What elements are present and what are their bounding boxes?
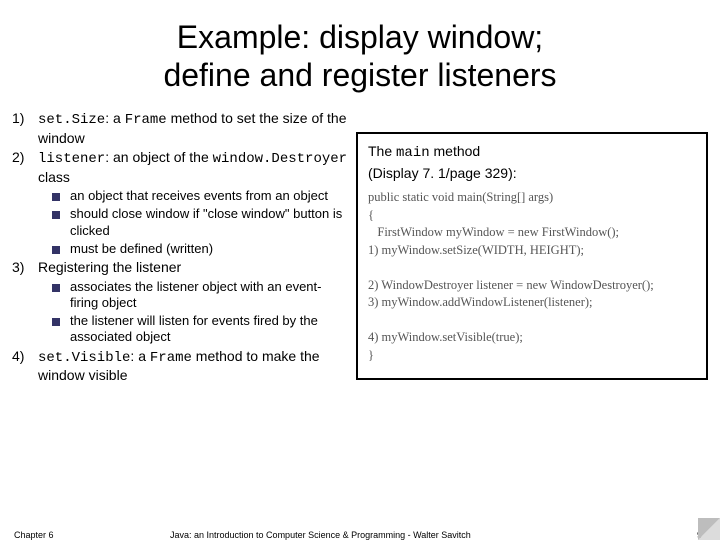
sub-item-text: associates the listener object with an e…	[70, 279, 348, 312]
bullet-icon	[52, 193, 60, 201]
sub-item-text: an object that receives events from an o…	[70, 188, 348, 204]
num-3: 3)	[12, 259, 38, 277]
bullet-icon	[52, 318, 60, 326]
num-2: 2)	[12, 149, 38, 186]
sub-item-text: should close window if "close window" bu…	[70, 206, 348, 239]
sub-item: an object that receives events from an o…	[52, 188, 348, 204]
sublist-2: an object that receives events from an o…	[52, 188, 348, 257]
num-4: 4)	[12, 348, 38, 385]
list-item-1: 1) set.Size: a Frame method to set the s…	[12, 110, 348, 147]
text-4: set.Visible: a Frame method to make the …	[38, 348, 348, 385]
sub-item: the listener will listen for events fire…	[52, 313, 348, 346]
code-box-header: The main method(Display 7. 1/page 329):	[368, 142, 696, 183]
list-item-2: 2) listener: an object of the window.Des…	[12, 149, 348, 186]
num-1: 1)	[12, 110, 38, 147]
text-1: set.Size: a Frame method to set the size…	[38, 110, 348, 147]
left-column: 1) set.Size: a Frame method to set the s…	[12, 110, 348, 387]
sublist-3: associates the listener object with an e…	[52, 279, 348, 346]
bullet-icon	[52, 284, 60, 292]
text-2: listener: an object of the window.Destro…	[38, 149, 348, 186]
sub-item: must be defined (written)	[52, 241, 348, 257]
bullet-icon	[52, 211, 60, 219]
title-line2: define and register listeners	[163, 57, 556, 93]
list-item-3: 3) Registering the listener	[12, 259, 348, 277]
list-item-4: 4) set.Visible: a Frame method to make t…	[12, 348, 348, 385]
content-area: 1) set.Size: a Frame method to set the s…	[12, 110, 708, 510]
code-box: The main method(Display 7. 1/page 329): …	[356, 132, 708, 380]
sub-item: associates the listener object with an e…	[52, 279, 348, 312]
footer-chapter: Chapter 6	[14, 530, 54, 540]
text-3: Registering the listener	[38, 259, 348, 277]
sub-item: should close window if "close window" bu…	[52, 206, 348, 239]
bullet-icon	[52, 246, 60, 254]
sub-item-text: the listener will listen for events fire…	[70, 313, 348, 346]
code-block: public static void main(String[] args){ …	[368, 189, 696, 364]
page-curl-icon	[698, 518, 720, 540]
title-line1: Example: display window;	[177, 19, 543, 55]
sub-item-text: must be defined (written)	[70, 241, 348, 257]
footer-citation: Java: an Introduction to Computer Scienc…	[170, 530, 471, 540]
